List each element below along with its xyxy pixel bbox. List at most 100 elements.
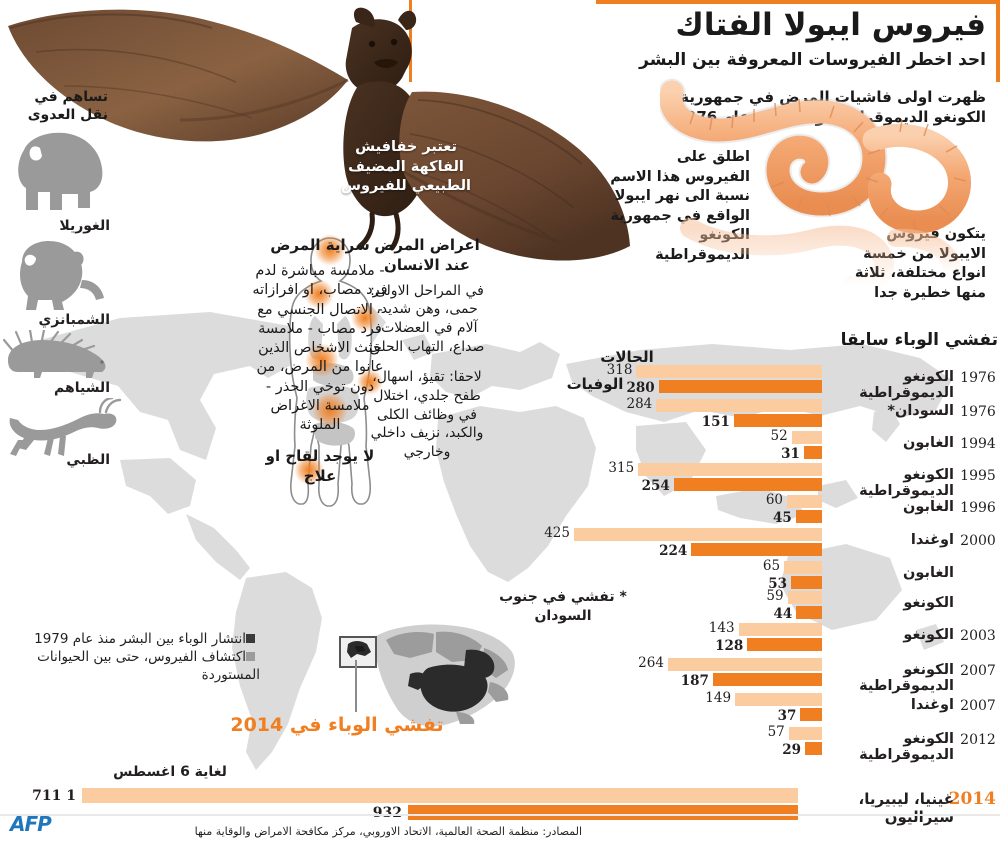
table-row: 1976 السودان* 284 151: [560, 396, 1000, 430]
porcupine-icon: [2, 328, 116, 382]
animal-label-antelope: الظبي: [66, 452, 110, 468]
deaths-value: 280: [626, 380, 655, 396]
cases-value: 284: [626, 396, 653, 412]
cases-value: 60: [765, 492, 783, 508]
table-row: 1995 الكونغو الديموقراطية 315 254: [560, 460, 1000, 499]
row-country: اوغندا: [910, 532, 954, 548]
row-bars: 65 53: [560, 558, 822, 592]
cases-value: 264: [638, 655, 664, 671]
cases-value: 59: [766, 588, 784, 604]
deaths-bar: [691, 543, 822, 556]
deaths-bar: [673, 478, 822, 491]
row-year: 1996: [960, 500, 996, 516]
afp-logo: AFP: [10, 812, 52, 836]
table-row: الكونغو 59 44: [560, 588, 1000, 622]
chart-row-2014: 2014 غينيا، ليبيريا، سيراليون لغاية 6 اغ…: [0, 764, 1000, 826]
cases-value: 65: [762, 558, 781, 574]
legend-swatch-mid-icon: [246, 652, 255, 662]
header-rule-top: [596, 0, 1000, 4]
africa-map-inset: [370, 618, 520, 738]
animals-heading: تساهم في نقل العدوى: [27, 89, 108, 124]
row-2014-year: 2014: [948, 789, 996, 809]
table-row: الغابون 65 53: [560, 558, 1000, 592]
transmission-heading: سراية المرض: [270, 236, 370, 254]
row-year: 2003: [960, 628, 996, 644]
row-year: 2007: [960, 698, 996, 714]
bat-caption: تعتبر خفافيش الفاكهة المضيف الطبيعي للفي…: [340, 139, 472, 195]
chart-title: تفشي الوباء سابقا: [840, 330, 998, 350]
header-rule-right: [996, 0, 1000, 82]
transmission-body: - ملامسة مباشرة لدم فرد مصاب، او افرازات…: [252, 262, 388, 434]
deaths-value: 29: [782, 742, 802, 758]
cases-value: 52: [770, 428, 788, 444]
row-bars: 143 128: [560, 620, 822, 654]
symptoms-late: لاحقا: تقيؤ، اسهال، طفح جلدي، اختلال في …: [370, 369, 484, 460]
page-title: فيروس ايبولا الفتاك: [675, 7, 986, 43]
deaths-value: 31: [781, 446, 800, 462]
cases-bar: [738, 623, 822, 636]
row-2014-cases-value: 1 711: [32, 788, 76, 804]
symptoms-early: في المراحل الاولى: حمى، وهن شديد، آلام ف…: [369, 282, 485, 355]
cases-value: 425: [544, 525, 570, 541]
cases-bar: [638, 463, 822, 476]
sources-text: المصادر: منظمة الصحة العالمية، الاتحاد ا…: [194, 825, 582, 838]
row-bars: 60 45: [560, 492, 822, 526]
row-2014-deaths-value: 932: [372, 805, 402, 821]
legend-row-human: انتشار الوباء بين البشر منذ عام 1979: [10, 630, 260, 648]
callout-connector: [355, 660, 357, 712]
sudan-footnote: * تفشي في جنوب السودان: [499, 589, 627, 624]
row-year: 2012: [960, 732, 996, 748]
transmission-block: سراية المرض - ملامسة مباشرة لدم فرد مصاب…: [250, 236, 390, 486]
outbreaks-chart: تفشي الوباء سابقا الحالات الوفيات 1976 ال…: [544, 330, 1000, 785]
table-row: 1996 الغابون 60 45: [560, 492, 1000, 526]
table-row: 2012 الكونغو الديموقراطية 57 29: [560, 724, 1000, 763]
cases-bar: [667, 658, 822, 671]
row-country: الغابون: [903, 435, 954, 451]
table-row: 1994 الغابون 52 31: [560, 428, 1000, 462]
row-bars: 59 44: [560, 588, 822, 622]
row-year: 1995: [960, 468, 996, 484]
row-country: اوغندا: [910, 697, 954, 713]
deaths-bar: [747, 638, 822, 651]
deaths-value: 128: [715, 638, 744, 654]
deaths-value: 224: [659, 543, 688, 559]
symptoms-heading: اعراض المرض عند الانسان: [374, 236, 480, 274]
header-rule-left: [409, 0, 412, 82]
cases-bar: [787, 591, 822, 604]
row-year: 1976: [960, 404, 996, 420]
row-country: السودان*: [887, 403, 954, 419]
table-row: 1976 الكونغو الديموقراطية 318 280: [560, 362, 1000, 401]
chart-legend-cases: الحالات: [600, 348, 654, 366]
row-country: الغابون: [903, 565, 954, 581]
row-2014-deaths-bar: [408, 805, 798, 820]
deaths-value: 37: [777, 708, 797, 724]
table-row: 2007 الكونغو الديموقراطية 264 187: [560, 654, 1000, 694]
row-country: الكونغو الديموقراطية: [859, 369, 954, 401]
row-bars: 318 280: [560, 362, 822, 396]
fruit-bat-illustration: [0, 0, 640, 330]
cases-bar: [784, 561, 822, 574]
human-body-diagram: [275, 232, 385, 552]
cases-value: 318: [606, 362, 633, 378]
ebola-virion-illustration: [657, 78, 990, 308]
row-2014-asof-note: لغاية 6 اغسطس: [113, 764, 227, 780]
cases-bar: [735, 693, 822, 706]
map-legend: انتشار الوباء بين البشر منذ عام 1979 اكت…: [10, 630, 260, 685]
page-subtitle: احد اخطر الفيروسات المعروفة بين البشر: [639, 50, 986, 70]
deaths-bar: [791, 576, 822, 589]
row-bars: 264 187: [560, 654, 822, 690]
cases-bar: [791, 431, 822, 444]
cases-value: 315: [608, 460, 635, 476]
no-cure-note: لا يوجد لقاح او علاج: [265, 447, 375, 485]
row-country: الكونغو الديموقراطية: [859, 731, 954, 763]
legend-text-human: انتشار الوباء بين البشر منذ عام 1979: [34, 631, 246, 647]
row-country: الكونغو الديموقراطية: [859, 467, 954, 499]
deaths-bar: [800, 708, 822, 721]
cases-bar: [787, 495, 822, 508]
row-2014-cases-bar: [82, 788, 798, 803]
animal-label-gorilla: الغوريلا: [59, 218, 110, 234]
deaths-value: 187: [680, 673, 709, 689]
symptoms-block: اعراض المرض عند الانسان في المراحل الاول…: [368, 236, 486, 461]
cases-bar: [656, 399, 822, 412]
